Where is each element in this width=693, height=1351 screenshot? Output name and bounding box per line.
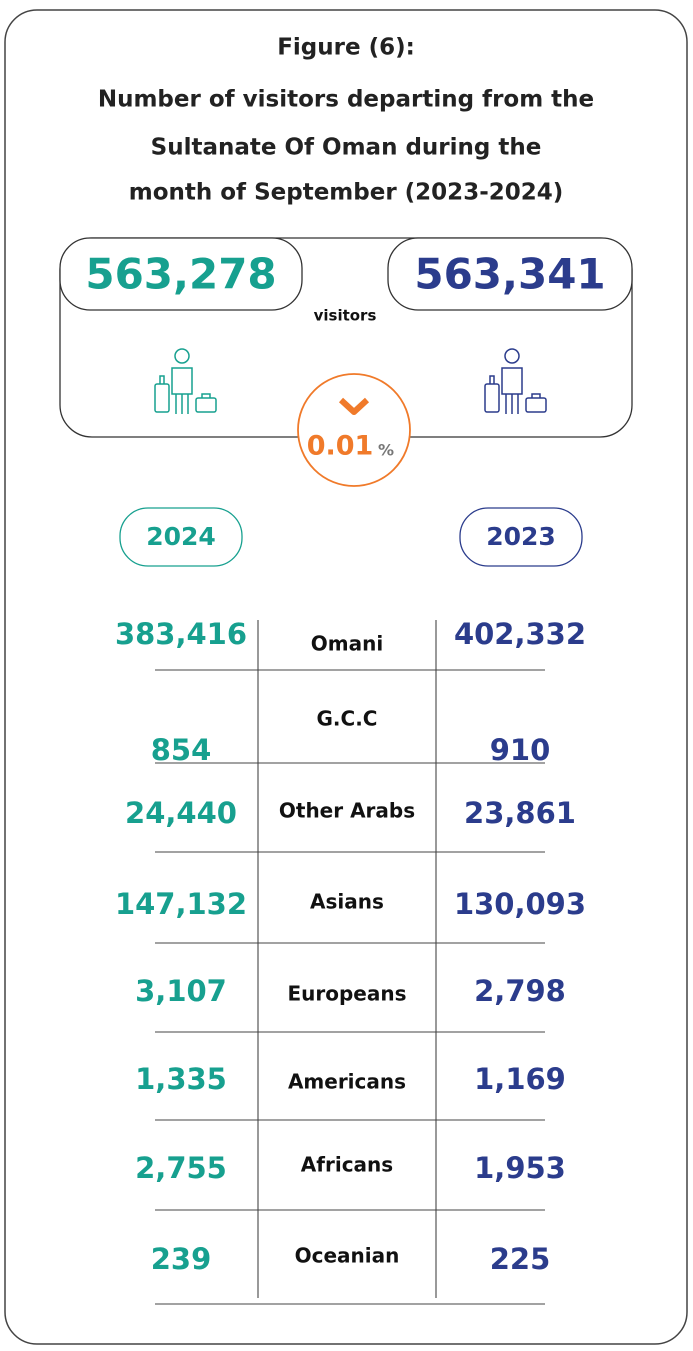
value-2024: 3,107 [135,974,227,1008]
value-2023: 910 [490,733,551,767]
title-line: Sultanate Of Oman during the [151,135,542,161]
value-2024: 24,440 [125,796,237,830]
value-2024: 383,416 [115,617,247,651]
value-2023: 225 [490,1242,551,1276]
year-label: 2023 [486,522,556,551]
traveler-icon [484,348,547,414]
nationality: Other Arabs [279,799,415,823]
value-2024: 239 [151,1242,212,1276]
nationality: G.C.C [317,707,378,731]
year-pill [119,507,243,567]
title-line: Number of visitors departing from the [98,87,594,113]
value-2023: 402,332 [454,617,586,651]
value-2024: 147,132 [115,887,247,921]
nationality: Americans [288,1070,406,1094]
value-2024: 2,755 [135,1151,227,1185]
nationality: Oceanian [295,1244,400,1268]
value-2023: 2,798 [474,974,566,1008]
total-pill [387,237,633,311]
nationality: Europeans [287,982,406,1006]
title-line: month of September (2023-2024) [129,180,564,206]
frame [4,9,688,1345]
value-2023: 23,861 [464,796,576,830]
value-2024: 854 [151,733,212,767]
total-pill [59,237,303,311]
value-2024: 1,335 [135,1062,227,1096]
unit-label: visitors [314,307,377,325]
title-line: Figure (6): [277,35,415,61]
down-chevron [338,397,370,415]
total-2024: 563,278 [85,250,276,299]
traveler-icon [154,348,217,414]
value-2023: 1,953 [474,1151,566,1185]
nationality: Asians [310,890,384,914]
year-pill [459,507,583,567]
change-circle [297,373,411,487]
year-label: 2024 [146,522,216,551]
value-2023: 130,093 [454,887,586,921]
table: 383,416 Omani 402,332 854 G.C.C 910 24,440 Othe… [115,617,586,1305]
nationality: Omani [311,632,383,656]
value-2023: 1,169 [474,1062,566,1096]
nationality: Africans [301,1153,393,1177]
change-unit: % [378,441,394,460]
change-value: 0.01 [307,431,374,462]
total-2023: 563,341 [414,250,605,299]
